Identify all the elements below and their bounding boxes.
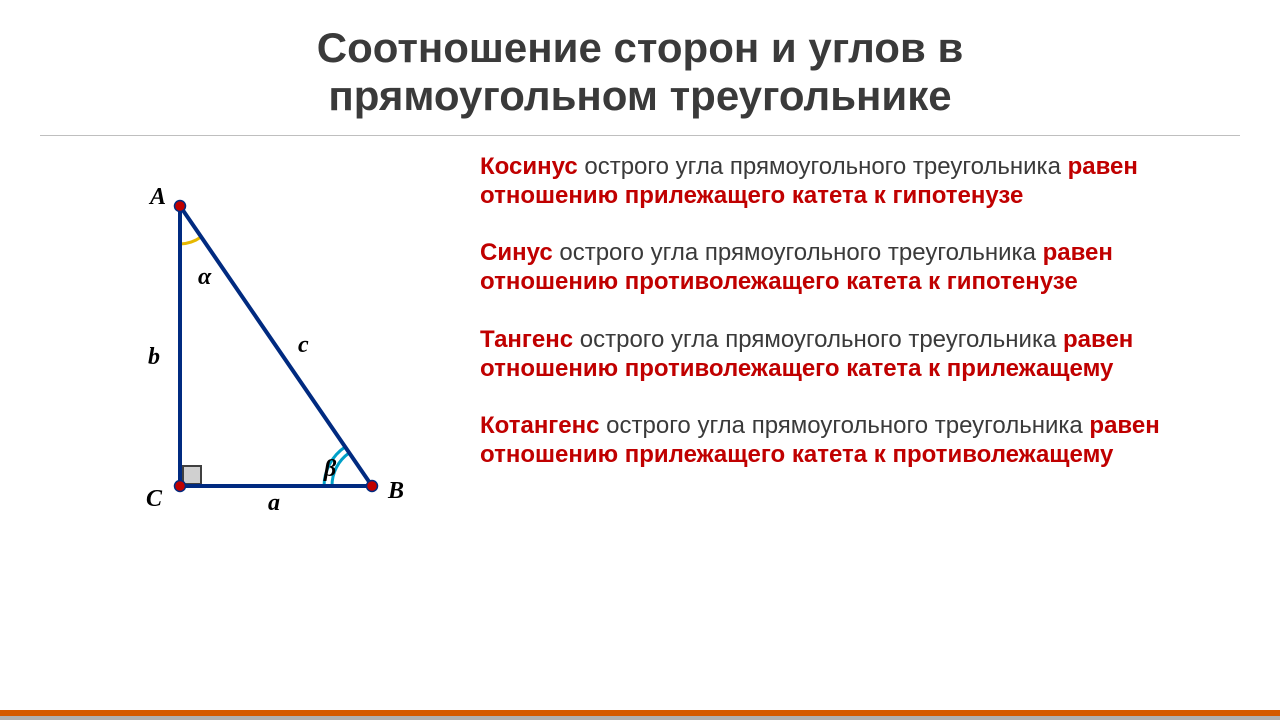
def-cot: Котангенс острого угла прямоугольного тр… xyxy=(480,411,1240,470)
def-tan-term: Тангенс xyxy=(480,326,573,353)
def-tan-mid: острого угла прямоугольного треугольника xyxy=(573,326,1063,353)
title-line-2: прямоугольном треугольнике xyxy=(328,72,951,119)
page-title: Соотношение сторон и углов в прямоугольн… xyxy=(0,0,1280,135)
label-side-a: a xyxy=(268,490,280,516)
def-cot-term: Котангенс xyxy=(480,412,600,439)
title-line-1: Соотношение сторон и углов в xyxy=(317,24,964,71)
alpha-arc xyxy=(180,237,201,244)
def-tan: Тангенс острого угла прямоугольного треу… xyxy=(480,325,1240,384)
vertex-a xyxy=(175,200,186,211)
triangle-diagram: A B C a b c α β xyxy=(90,166,450,526)
label-side-b: b xyxy=(148,344,160,370)
def-sin-mid: острого угла прямоугольного треугольника xyxy=(553,239,1043,266)
def-cos-term: Косинус xyxy=(480,153,578,180)
vertex-c xyxy=(175,480,186,491)
label-vertex-c: C xyxy=(146,486,163,512)
label-vertex-b: B xyxy=(387,478,404,504)
def-cos: Косинус острого угла прямоугольного треу… xyxy=(480,152,1240,211)
footer-stripe-1 xyxy=(0,710,1280,716)
title-divider xyxy=(40,135,1240,136)
label-beta: β xyxy=(323,456,337,482)
footer-stripe-2 xyxy=(0,716,1280,720)
label-side-c: c xyxy=(298,332,309,358)
def-cot-mid: острого угла прямоугольного треугольника xyxy=(600,412,1090,439)
definitions-column: Косинус острого угла прямоугольного треу… xyxy=(470,146,1240,531)
footer-band xyxy=(0,710,1280,720)
content-area: A B C a b c α β Косинус острого угла пря… xyxy=(0,146,1280,531)
def-sin-term: Синус xyxy=(480,239,553,266)
side-c xyxy=(180,206,372,486)
vertex-b xyxy=(367,480,378,491)
label-vertex-a: A xyxy=(148,184,166,210)
label-alpha: α xyxy=(198,264,212,290)
right-angle-marker xyxy=(183,466,201,484)
def-cos-mid: острого угла прямоугольного треугольника xyxy=(578,153,1068,180)
diagram-column: A B C a b c α β xyxy=(40,146,470,531)
def-sin: Синус острого угла прямоугольного треуго… xyxy=(480,238,1240,297)
